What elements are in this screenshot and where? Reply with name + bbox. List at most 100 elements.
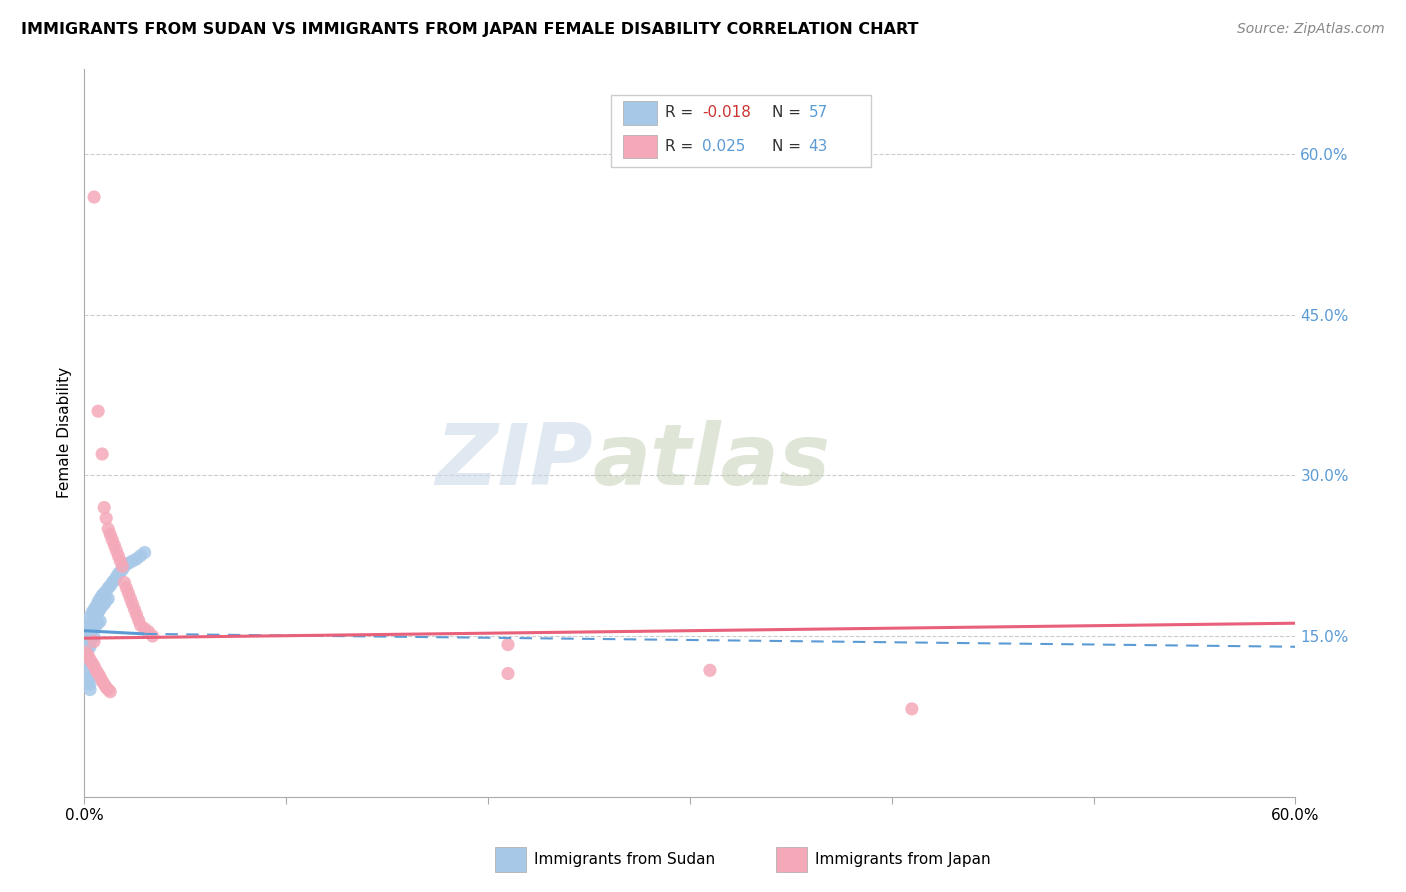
Point [84,599,107,613]
Point [87,404,110,418]
Point [111,563,134,577]
Point [83,634,105,648]
Point [89,670,111,684]
Point [120,591,142,606]
Y-axis label: Female Disability: Female Disability [58,367,72,498]
Point [87,666,110,681]
Point [98,684,121,698]
Point [125,607,148,622]
Text: 57: 57 [808,104,828,120]
Text: N =: N = [772,104,806,120]
Point [96,584,118,599]
Point [96,681,118,695]
Text: ZIP: ZIP [436,420,593,503]
Point [117,586,139,600]
Point [103,574,125,588]
Point [91,588,114,602]
Point [101,575,124,590]
Point [79,682,101,697]
Point [75,652,97,666]
Point [105,543,128,558]
Point [97,591,120,606]
Point [77,618,100,632]
Point [112,559,135,574]
Point [79,629,101,643]
Point [112,575,135,590]
Point [93,500,115,515]
Point [111,559,134,574]
Point [87,595,110,609]
Point [80,624,103,638]
Point [79,677,101,691]
Point [107,549,129,563]
Point [121,597,143,611]
Text: Source: ZipAtlas.com: Source: ZipAtlas.com [1237,22,1385,37]
Point [128,613,150,627]
Text: IMMIGRANTS FROM SUDAN VS IMMIGRANTS FROM JAPAN FEMALE DISABILITY CORRELATION CHA: IMMIGRANTS FROM SUDAN VS IMMIGRANTS FROM… [21,22,918,37]
FancyBboxPatch shape [612,95,872,167]
Point [75,663,97,677]
Point [91,599,114,613]
Point [129,549,152,563]
Point [77,627,100,641]
FancyBboxPatch shape [623,135,657,158]
Text: Immigrants from Sudan: Immigrants from Sudan [534,853,716,867]
Text: 0.025: 0.025 [702,139,745,154]
Point [107,566,129,581]
Point [97,581,120,595]
Point [77,673,100,688]
Point [87,616,110,631]
Text: -0.018: -0.018 [702,104,751,120]
Point [96,511,118,525]
Point [80,656,103,670]
Point [97,522,120,536]
Point [83,612,105,626]
Point [75,631,97,645]
Text: R =: R = [665,104,699,120]
Point [96,593,118,607]
Point [79,652,101,666]
Point [75,645,97,659]
Point [117,556,139,570]
Point [77,641,100,656]
Point [121,554,143,568]
Point [101,533,124,547]
Point [87,606,110,620]
Point [89,614,111,628]
Point [115,581,138,595]
Point [93,677,115,691]
Point [77,648,100,663]
Text: N =: N = [772,139,806,154]
Point [75,645,97,659]
Point [91,447,114,461]
Point [496,638,519,652]
Point [83,659,105,673]
Point [138,624,160,639]
Point [79,640,101,654]
Point [103,538,125,552]
Point [77,670,100,684]
Point [75,638,97,652]
Point [142,629,165,643]
Point [84,663,107,677]
Point [129,618,152,632]
Point [110,565,132,579]
Point [83,190,105,204]
Point [93,586,115,600]
Text: Immigrants from Japan: Immigrants from Japan [815,853,991,867]
Point [134,545,156,559]
Point [75,656,97,670]
Point [93,597,115,611]
Point [98,527,121,541]
Point [80,615,103,629]
Point [89,602,111,616]
Text: 43: 43 [808,139,828,154]
Point [496,666,519,681]
Point [83,620,105,634]
Point [80,606,103,620]
Text: atlas: atlas [593,420,831,503]
Point [125,552,148,566]
Point [901,702,924,716]
Point [79,609,101,624]
Point [84,618,107,632]
